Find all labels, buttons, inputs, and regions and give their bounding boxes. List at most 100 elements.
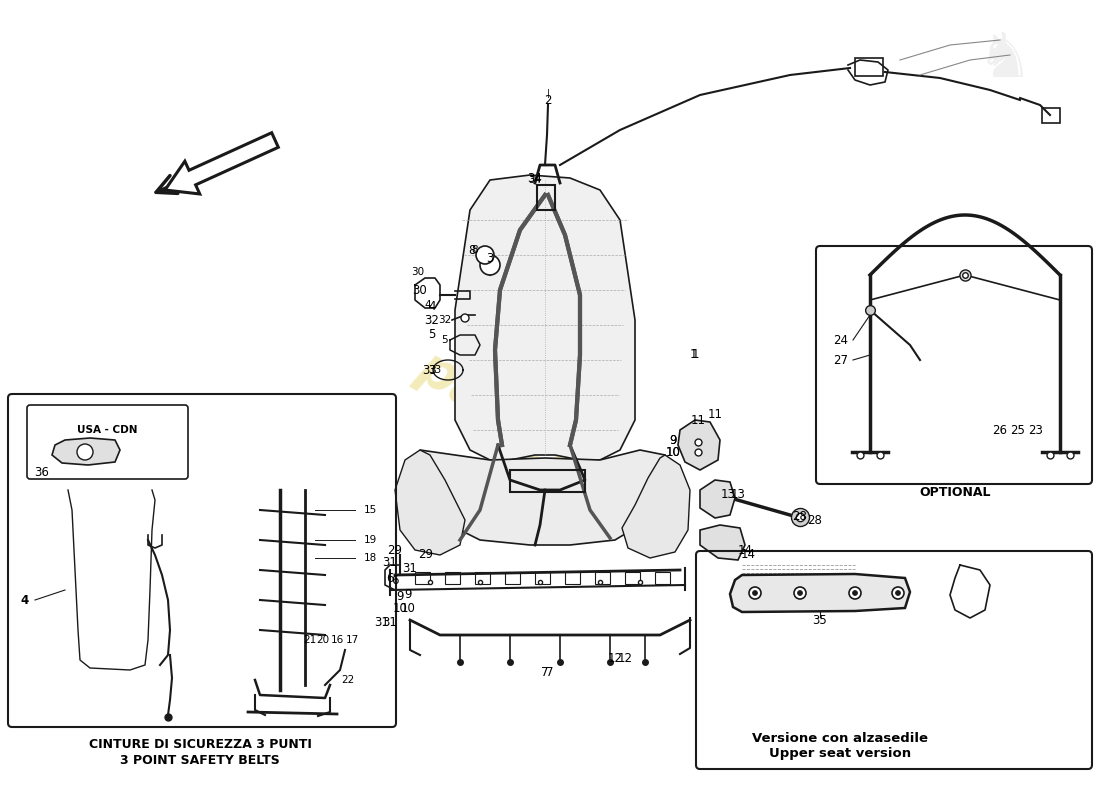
Bar	[1042, 108, 1060, 123]
Text: 1: 1	[691, 349, 698, 362]
Text: 30: 30	[412, 283, 428, 297]
Polygon shape	[455, 175, 635, 460]
Text: Since 1985: Since 1985	[454, 410, 666, 550]
Text: Versione con alzasedile: Versione con alzasedile	[752, 731, 928, 745]
Text: 33: 33	[428, 365, 441, 375]
Circle shape	[798, 590, 803, 595]
Polygon shape	[52, 438, 120, 465]
Text: 8: 8	[469, 243, 475, 257]
Text: 6: 6	[392, 574, 398, 586]
Text: 33: 33	[422, 363, 438, 377]
Text: 34: 34	[528, 171, 542, 185]
Text: 12: 12	[617, 651, 632, 665]
Bar	[595, 572, 610, 584]
Text: 10: 10	[666, 446, 681, 458]
Text: 16: 16	[330, 635, 343, 645]
Circle shape	[752, 590, 758, 595]
Text: 4: 4	[425, 300, 431, 310]
Text: 7: 7	[547, 666, 553, 679]
Circle shape	[749, 587, 761, 599]
Text: 18: 18	[363, 553, 376, 563]
Bar	[475, 572, 490, 584]
Polygon shape	[700, 480, 735, 518]
Bar	[625, 572, 640, 584]
Text: 11: 11	[707, 409, 723, 422]
Text: 12: 12	[607, 651, 623, 665]
Text: ♞: ♞	[977, 30, 1033, 90]
Circle shape	[794, 587, 806, 599]
Text: 9: 9	[396, 590, 404, 602]
Text: CINTURE DI SICUREZZA 3 PUNTI: CINTURE DI SICUREZZA 3 PUNTI	[89, 738, 311, 751]
Text: 31: 31	[383, 557, 397, 570]
Text: 31: 31	[403, 562, 417, 574]
Text: 14: 14	[740, 549, 756, 562]
Text: 9: 9	[405, 589, 411, 602]
Text: 28: 28	[793, 510, 807, 523]
Text: 20: 20	[317, 635, 330, 645]
Text: 1: 1	[690, 349, 696, 362]
Text: 19: 19	[363, 535, 376, 545]
Circle shape	[852, 590, 858, 595]
Text: 29: 29	[418, 549, 433, 562]
Text: passion: passion	[408, 341, 631, 499]
Text: 8: 8	[472, 245, 478, 255]
Text: 25: 25	[1011, 423, 1025, 437]
Circle shape	[849, 587, 861, 599]
Text: 36: 36	[34, 466, 50, 478]
Bar	[537, 185, 556, 210]
Text: 10: 10	[666, 446, 681, 458]
Text: 10: 10	[393, 602, 407, 615]
Circle shape	[480, 255, 501, 275]
Text: 13: 13	[720, 489, 736, 502]
FancyArrow shape	[165, 133, 278, 194]
Text: 13: 13	[730, 489, 746, 502]
Text: 10: 10	[400, 602, 416, 614]
Circle shape	[77, 444, 94, 460]
Polygon shape	[678, 420, 721, 470]
Bar	[415, 572, 430, 584]
Text: 34: 34	[528, 175, 541, 185]
Text: 11: 11	[691, 414, 705, 426]
Polygon shape	[700, 525, 745, 560]
Circle shape	[892, 587, 904, 599]
Text: 7: 7	[541, 666, 549, 678]
Text: 30: 30	[411, 267, 425, 277]
Circle shape	[461, 314, 469, 322]
Text: OPTIONAL: OPTIONAL	[920, 486, 991, 498]
Bar	[535, 572, 550, 584]
Bar	[446, 572, 460, 584]
Text: Upper seat version: Upper seat version	[769, 747, 911, 761]
Text: 28: 28	[807, 514, 823, 526]
Text: 9: 9	[669, 434, 676, 446]
Text: 3 POINT SAFETY BELTS: 3 POINT SAFETY BELTS	[120, 754, 279, 766]
Text: USA - CDN: USA - CDN	[77, 425, 138, 435]
Circle shape	[895, 590, 901, 595]
Text: 32: 32	[439, 315, 452, 325]
Text: 6: 6	[386, 571, 394, 585]
Polygon shape	[420, 450, 666, 545]
Text: 23: 23	[1028, 423, 1044, 437]
Bar	[565, 572, 580, 584]
Text: 17: 17	[345, 635, 359, 645]
Text: 35: 35	[813, 614, 827, 626]
Text: 5: 5	[442, 335, 449, 345]
Text: 9: 9	[669, 434, 676, 446]
Polygon shape	[730, 574, 910, 612]
Circle shape	[476, 246, 494, 264]
Text: 31: 31	[375, 615, 389, 629]
Bar	[505, 572, 520, 584]
Text: 29: 29	[387, 543, 403, 557]
Text: 5: 5	[428, 327, 436, 341]
Text: 14: 14	[737, 543, 752, 557]
Text: 24: 24	[834, 334, 848, 346]
Text: 31: 31	[383, 617, 397, 630]
Polygon shape	[621, 455, 690, 558]
Text: 21: 21	[304, 635, 317, 645]
Text: 3: 3	[486, 251, 494, 265]
Text: |: |	[547, 89, 549, 98]
Text: 27: 27	[834, 354, 848, 366]
Text: 32: 32	[425, 314, 439, 326]
Text: 4: 4	[21, 594, 29, 606]
Text: 4: 4	[428, 301, 436, 314]
Text: 2: 2	[544, 94, 552, 106]
